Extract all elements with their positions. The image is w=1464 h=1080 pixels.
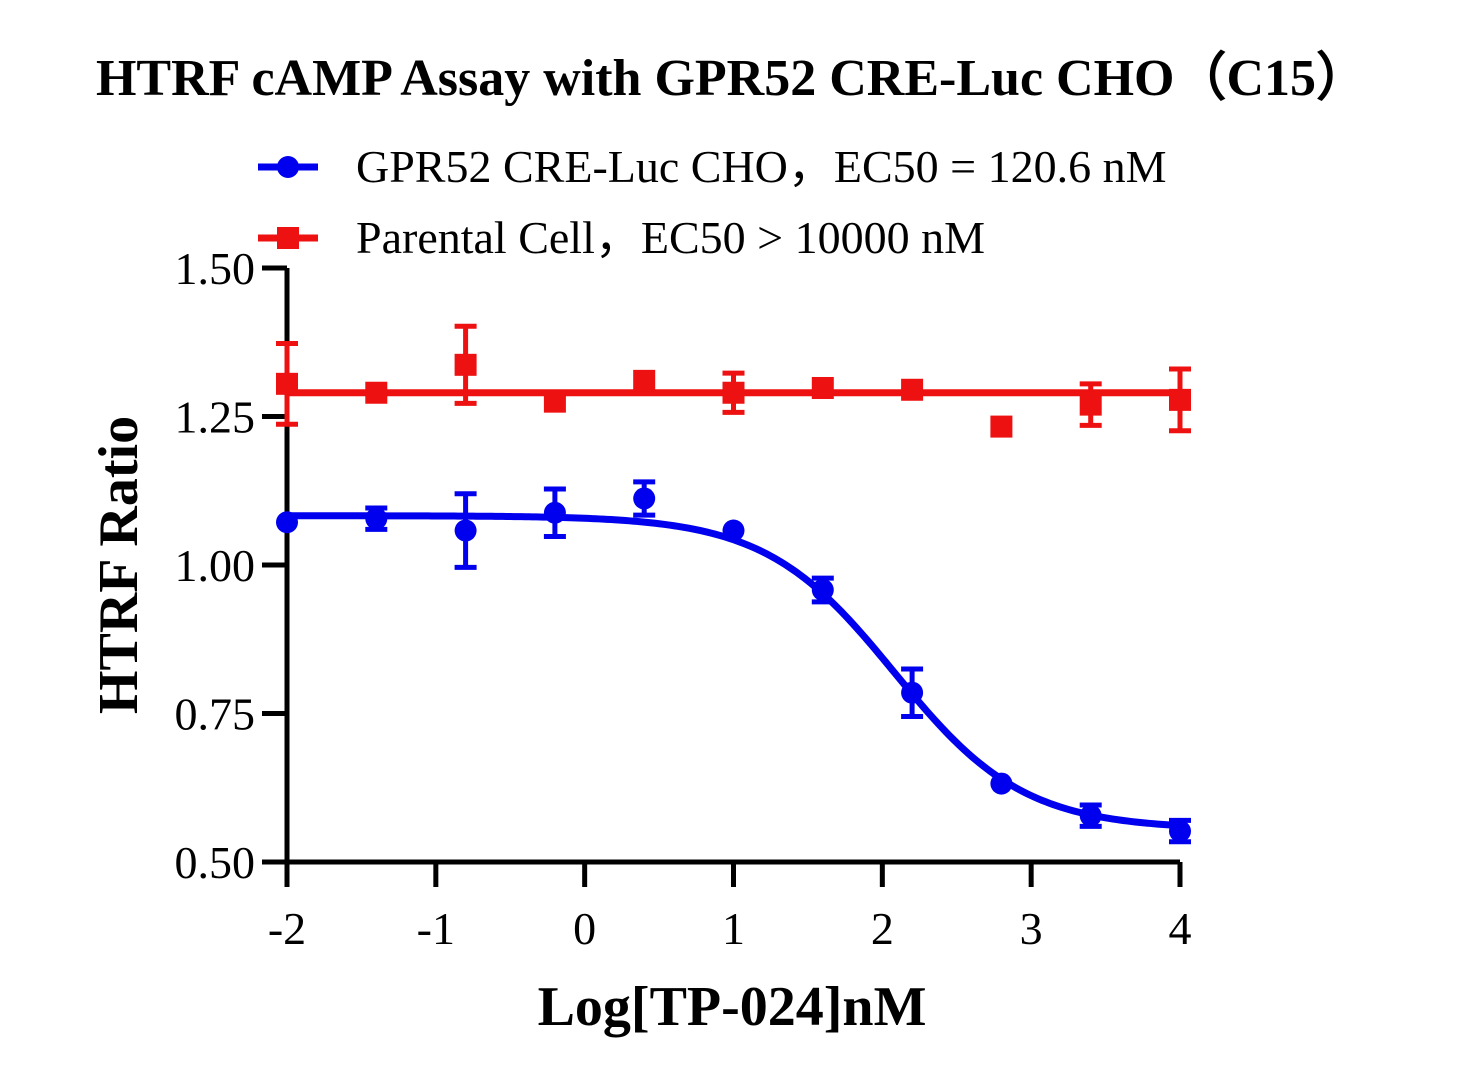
- point-series-1: [633, 369, 656, 392]
- y-axis-title: HTRF Ratio: [88, 416, 150, 714]
- x-tick-label: 2: [871, 903, 894, 954]
- y-tick-label: 0.75: [175, 689, 256, 740]
- legend-marker-parental: [277, 227, 299, 249]
- point-series-1: [543, 390, 566, 413]
- y-tick-label: 1.25: [175, 392, 256, 443]
- point-series-1: [901, 378, 924, 401]
- legend-label-gpr52: GPR52 CRE-Luc CHO，EC50 = 120.6 nM: [356, 141, 1167, 192]
- point-series-1: [276, 372, 298, 395]
- point-series-0: [543, 501, 566, 524]
- legend-marker-gpr52: [277, 156, 299, 178]
- legend: GPR52 CRE-Luc CHO，EC50 = 120.6 nM Parent…: [258, 141, 1167, 263]
- fit-curves: [283, 389, 1184, 830]
- y-tick-label: 1.50: [175, 243, 256, 294]
- point-series-0: [1079, 804, 1102, 827]
- point-series-1: [990, 415, 1013, 438]
- point-series-1: [722, 381, 745, 404]
- x-tick-label: -1: [417, 903, 455, 954]
- point-series-1: [365, 381, 388, 404]
- point-series-1: [454, 353, 477, 376]
- axes: [284, 268, 1180, 865]
- y-tick-label: 0.50: [175, 837, 256, 888]
- x-tick-label: 3: [1020, 903, 1043, 954]
- point-series-0: [276, 511, 298, 534]
- x-tick-label: 1: [722, 903, 745, 954]
- chart-title: HTRF cAMP Assay with GPR52 CRE-Luc CHO（C…: [96, 49, 1368, 107]
- point-series-1: [1079, 393, 1102, 416]
- legend-entry-gpr52: GPR52 CRE-Luc CHO，EC50 = 120.6 nM: [258, 141, 1167, 192]
- ticks: -2 -1 0 1 2 3 4 0.50 0.75 1.00 1.25 1.50: [175, 243, 1192, 954]
- x-tick-label: -2: [268, 903, 306, 954]
- point-series-0: [990, 772, 1013, 795]
- legend-label-parental: Parental Cell，EC50 > 10000 nM: [356, 212, 985, 263]
- point-series-0: [454, 519, 477, 542]
- x-axis-title: Log[TP-024]nM: [538, 976, 927, 1038]
- fit-curve-series-0: [283, 512, 1184, 830]
- point-series-1: [811, 376, 834, 399]
- x-tick-label: 0: [573, 903, 596, 954]
- x-tick-label: 4: [1169, 903, 1192, 954]
- point-series-0: [811, 578, 834, 601]
- data-points: [276, 353, 1191, 843]
- point-series-0: [722, 519, 745, 542]
- point-series-0: [1169, 820, 1191, 843]
- point-series-0: [633, 487, 656, 510]
- point-series-0: [365, 507, 388, 530]
- legend-entry-parental: Parental Cell，EC50 > 10000 nM: [258, 212, 985, 263]
- y-tick-label: 1.00: [175, 540, 256, 591]
- point-series-1: [1169, 388, 1191, 411]
- point-series-0: [901, 681, 924, 704]
